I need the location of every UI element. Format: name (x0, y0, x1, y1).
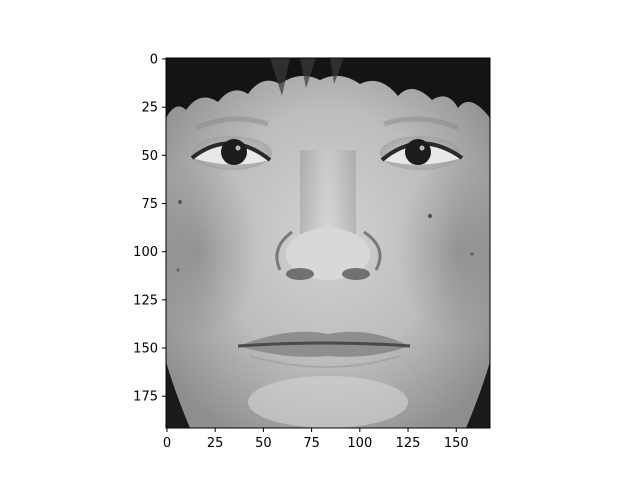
y-axis: 0 25 50 75 100 125 150 175 (133, 52, 166, 405)
y-tick-label: 0 (150, 52, 158, 67)
axes-frame (165, 57, 491, 429)
y-tick-label: 50 (141, 149, 158, 164)
y-tick-label: 25 (141, 101, 158, 116)
x-tick-label: 0 (163, 436, 171, 451)
y-tick-label: 100 (133, 245, 158, 260)
x-tick-label: 50 (255, 436, 272, 451)
x-tick-label: 100 (347, 436, 372, 451)
x-tick-label: 150 (444, 436, 469, 451)
y-tick-label: 150 (133, 342, 158, 357)
y-tick-label: 75 (141, 197, 158, 212)
y-tick-label: 125 (133, 293, 158, 308)
x-tick-label: 125 (396, 436, 421, 451)
x-tick-label: 75 (303, 436, 320, 451)
y-tick-label: 175 (133, 390, 158, 405)
face-image (166, 58, 490, 428)
x-axis: 0 25 50 75 100 125 150 (163, 428, 469, 451)
x-tick-label: 25 (207, 436, 224, 451)
